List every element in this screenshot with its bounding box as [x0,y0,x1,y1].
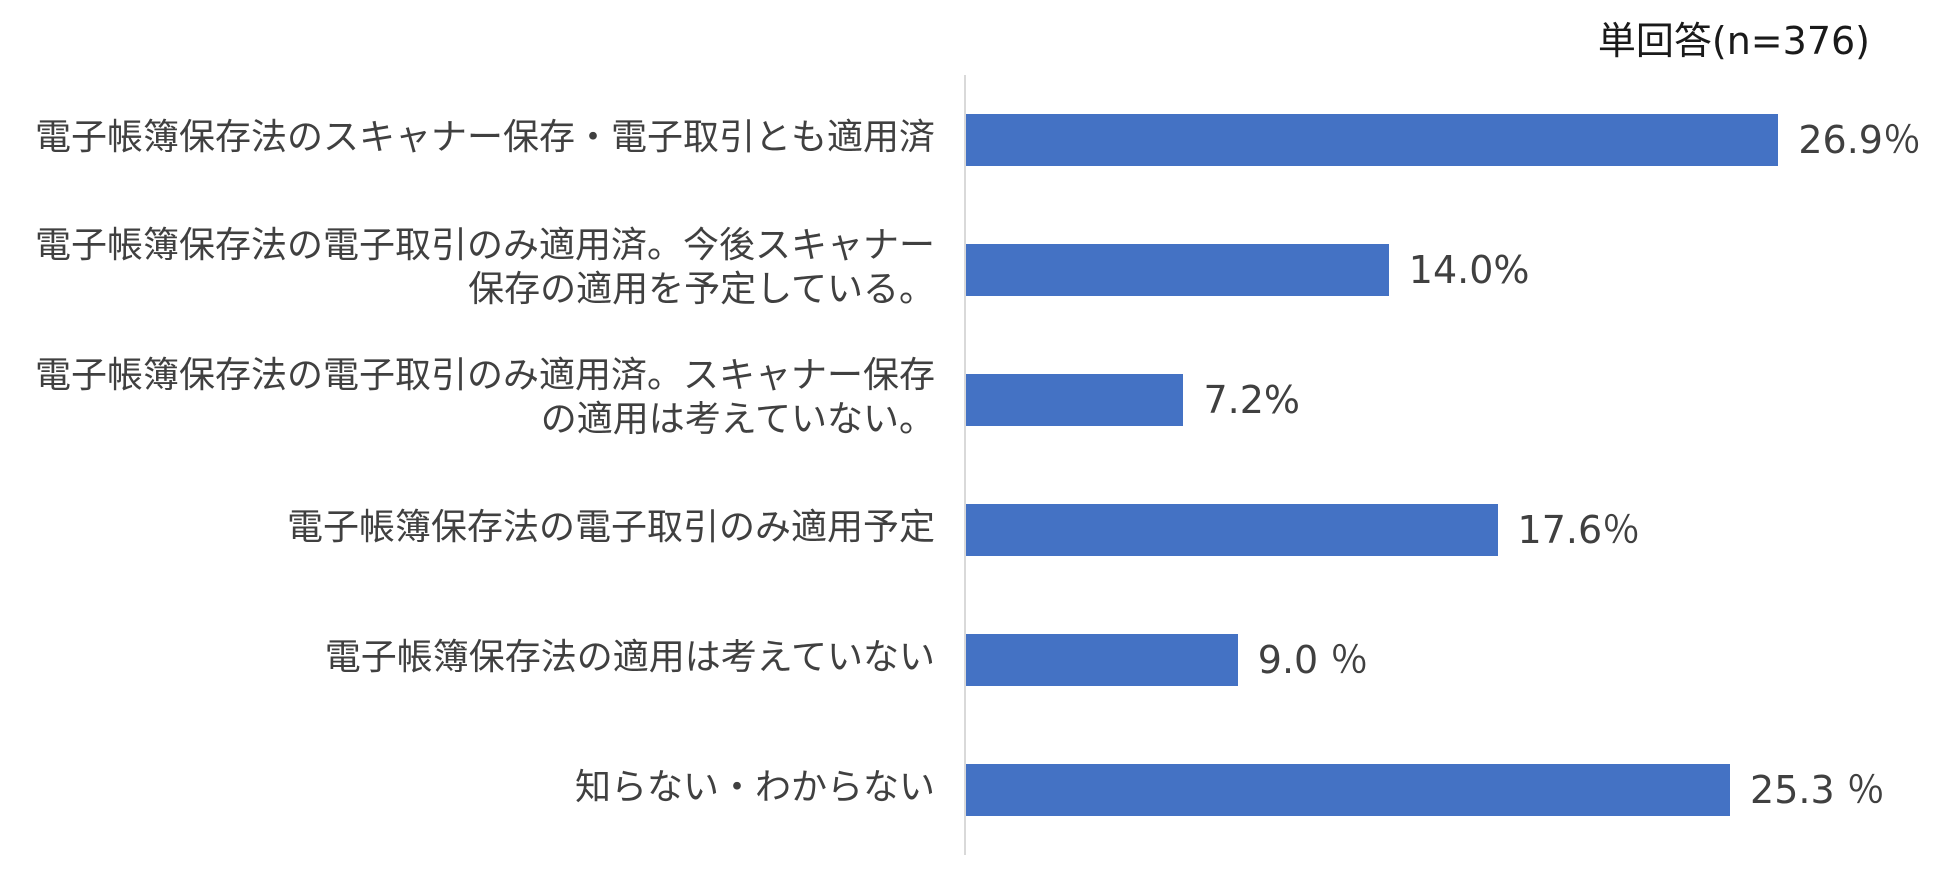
category-label: 電子帳簿保存法のスキャナー保存・電子取引とも適用済 [34,117,935,158]
value-label: 17.6％ [1517,508,1641,552]
bar [966,764,1731,816]
bar [966,634,1238,686]
category-label: 電子帳簿保存法の電子取引のみ適用済。スキャナー保存 の適用は考えていない。 [34,355,935,440]
category-label: 電子帳簿保存法の電子取引のみ適用予定 [286,507,935,548]
value-label: 25.3 ％ [1750,768,1885,812]
value-label: 9.0 ％ [1257,638,1369,682]
category-label: 電子帳簿保存法の電子取引のみ適用済。今後スキャナー 保存の適用を予定している。 [34,225,935,310]
value-label: 7.2% [1203,378,1300,422]
category-label: 知らない・わからない [574,767,935,808]
bar [966,114,1779,166]
category-axis-line [964,75,966,855]
response-note: 単回答(n=376) [1597,19,1870,63]
value-label: 26.9％ [1798,118,1921,162]
bar [966,504,1498,556]
category-label: 電子帳簿保存法の適用は考えていない [324,637,935,678]
bar [966,374,1184,426]
value-label: 14.0% [1408,248,1530,292]
bar [966,244,1389,296]
